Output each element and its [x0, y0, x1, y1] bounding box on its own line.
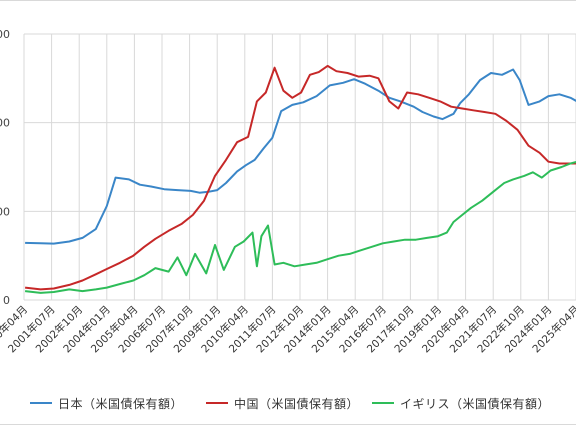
bottom-border [0, 424, 576, 425]
series-line-japan [25, 68, 576, 245]
top-border [0, 0, 576, 1]
series-line-china [24, 64, 576, 291]
legend-swatch-china [206, 402, 228, 404]
legend-swatch-japan [30, 402, 52, 404]
legend-label-china: 中国（米国債保有額） [234, 396, 360, 411]
y-tick-label: 00 [0, 205, 10, 218]
y-tick-label: 00 [0, 28, 10, 41]
legend-item-japan: 日本（米国債保有額） [30, 393, 183, 413]
legend-swatch-uk [372, 402, 394, 404]
legend-label-japan: 日本（米国債保有額） [58, 396, 184, 411]
y-tick-label: 0 [3, 294, 10, 307]
legend-label-uk: イギリス（米国債保有額） [400, 396, 551, 411]
series-line-uk [24, 160, 576, 294]
y-tick-label: 00 [0, 117, 10, 130]
legend-item-china: 中国（米国債保有額） [206, 393, 359, 413]
legend-item-uk: イギリス（米国債保有額） [372, 393, 550, 413]
chart-legend: 日本（米国債保有額） 中国（米国債保有額） イギリス（米国債保有額） [0, 393, 576, 415]
